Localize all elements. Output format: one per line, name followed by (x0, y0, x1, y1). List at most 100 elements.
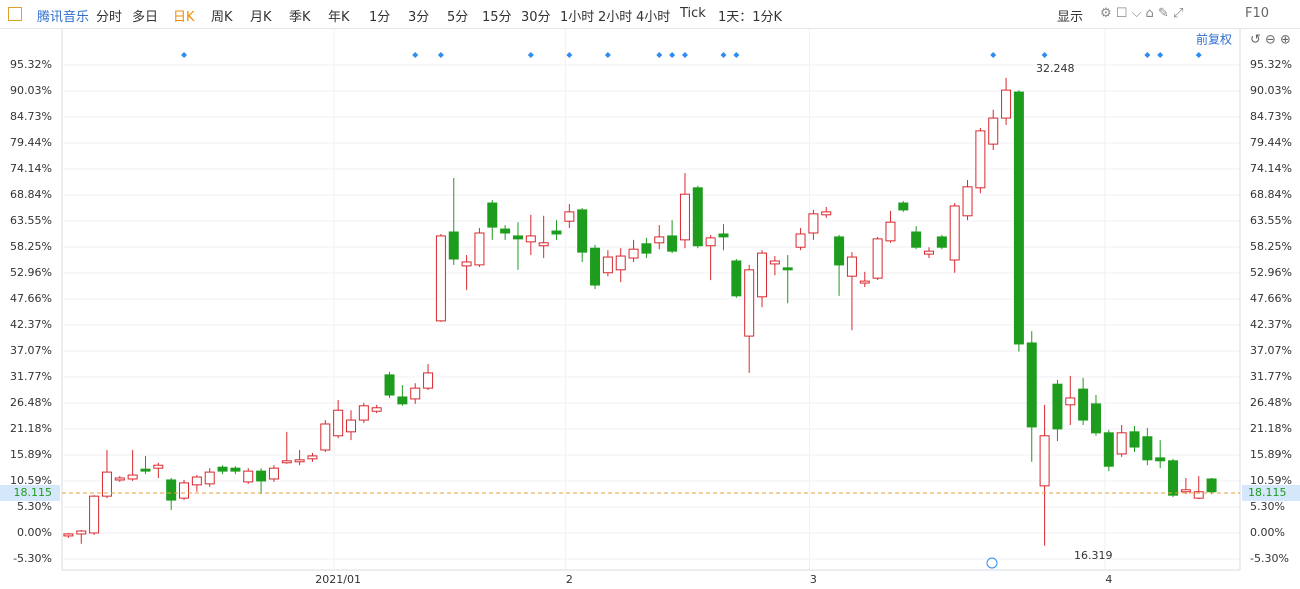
event-marker[interactable] (412, 52, 419, 58)
period-button[interactable]: 30分 (521, 10, 551, 25)
event-marker[interactable] (656, 52, 663, 58)
period-button[interactable]: 1小时 (560, 10, 595, 25)
candle (153, 462, 164, 478)
candle (705, 234, 716, 281)
y-tick-label: 0.00% (1250, 526, 1285, 539)
candle-body (808, 213, 819, 234)
period-button[interactable]: 3分 (408, 10, 430, 25)
last-price-label: 18.115 (14, 486, 53, 499)
y-tick-label: 21.18% (1250, 422, 1292, 435)
event-marker[interactable] (604, 52, 611, 58)
y-tick-label: 5.30% (17, 500, 52, 513)
x-tick-label: 4 (1105, 573, 1112, 586)
candle (217, 465, 228, 475)
settings-icon[interactable]: ⚙ ☐ ⌵ ⌂ ✎ ⤢ (1100, 6, 1184, 21)
event-marker[interactable] (1144, 52, 1151, 58)
candle (500, 225, 511, 240)
period-button[interactable]: 15分 (482, 10, 512, 25)
candle (166, 477, 177, 510)
period-button[interactable]: 年K (328, 10, 350, 25)
period-button[interactable]: 分时 (96, 10, 123, 25)
candle-body (1090, 403, 1101, 434)
event-marker[interactable] (733, 52, 740, 58)
candle (1078, 377, 1089, 425)
candle (435, 233, 446, 322)
candle-body (461, 261, 472, 267)
candle (1039, 404, 1050, 546)
candle (898, 201, 909, 212)
candle (962, 179, 973, 221)
candle-body (307, 455, 318, 460)
candle-body (667, 235, 678, 252)
candle-body (911, 231, 922, 248)
period-button[interactable]: 日K (173, 10, 195, 25)
candle-body (397, 396, 408, 405)
candle (371, 404, 382, 414)
candle-body (256, 470, 267, 482)
candle (769, 256, 780, 276)
candle (127, 450, 138, 481)
period-button[interactable]: 季K (289, 10, 311, 25)
candle (1155, 440, 1166, 469)
candle-body (127, 474, 138, 480)
period-button[interactable]: 周K (211, 10, 233, 25)
toolbar: 腾讯音乐 分时 多日 日K 周K 月K 季K 年K 1分 3分 5分 15分 30分 1小时 2小时 4小时… (0, 0, 1300, 29)
event-marker[interactable] (527, 52, 534, 58)
period-button[interactable]: 月K (250, 10, 272, 25)
candle (731, 259, 742, 298)
period-button[interactable]: 5分 (447, 10, 469, 25)
candle-body (1065, 397, 1076, 406)
y-tick-label: 31.77% (1250, 370, 1292, 383)
candle (615, 248, 626, 283)
icon[interactable] (986, 557, 998, 569)
y-tick-label: 58.25% (1250, 240, 1292, 253)
candle-body (821, 211, 832, 216)
range[interactable]: 1天：1分K (718, 10, 783, 25)
period-button[interactable]: 1分 (369, 10, 391, 25)
event-marker[interactable] (681, 52, 688, 58)
candle-body (1001, 89, 1012, 119)
y-tick-label: 21.18% (10, 422, 52, 435)
y-tick-label: 95.32% (10, 58, 52, 71)
candle (885, 210, 896, 243)
period-button[interactable]: 4小时 (636, 10, 671, 25)
candle-body (153, 464, 164, 469)
candle (1206, 477, 1217, 495)
period-button[interactable]: Tick (680, 6, 706, 21)
event-marker[interactable] (720, 52, 727, 58)
candle-body (410, 387, 421, 400)
candle (1103, 429, 1114, 472)
f10[interactable]: F10 (1245, 6, 1270, 21)
period-button[interactable]: 多日 (132, 10, 159, 25)
candle-body (846, 256, 857, 277)
candle (590, 244, 601, 289)
event-marker[interactable] (181, 52, 188, 58)
candle-body (230, 467, 241, 472)
candle (1180, 477, 1191, 495)
display[interactable]: 显示 (1057, 10, 1084, 25)
candle-body (1129, 431, 1140, 448)
candle (577, 207, 588, 262)
candle-body (859, 280, 870, 284)
adjust[interactable]: 前复权 (1196, 32, 1232, 47)
candle-body (975, 130, 986, 189)
candle-body (936, 236, 947, 248)
event-marker[interactable] (990, 52, 997, 58)
candle-body (782, 267, 793, 271)
event-marker[interactable] (669, 52, 676, 58)
event-marker[interactable] (1041, 52, 1048, 58)
candle-body (1206, 478, 1217, 493)
event-marker[interactable] (437, 52, 444, 58)
period-button[interactable]: 2小时 (598, 10, 633, 25)
candle (1193, 476, 1204, 500)
candle-body (1180, 489, 1191, 493)
candle-body (333, 409, 344, 437)
event-marker[interactable] (1195, 52, 1202, 58)
candle (461, 255, 472, 290)
event-marker[interactable] (1157, 52, 1164, 58)
zoom-icons[interactable]: ↺ ⊖ ⊕ (1250, 33, 1291, 48)
x-tick-label: 2021/01 (315, 573, 361, 586)
stock-name[interactable]: 腾讯音乐 (37, 10, 90, 25)
event-marker[interactable] (566, 52, 573, 58)
